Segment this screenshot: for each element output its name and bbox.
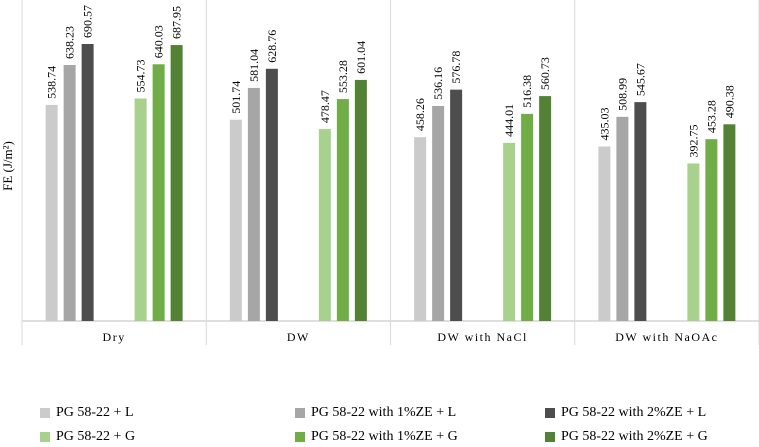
data-label: 687.95 xyxy=(170,6,184,39)
bar xyxy=(450,89,463,321)
bar xyxy=(723,124,736,321)
data-label: 553.28 xyxy=(336,60,350,93)
bar xyxy=(598,146,611,321)
bar xyxy=(45,104,58,321)
data-labels-layer: 538.74 638.23 690.57 554.73 640.03 687.95 501.… xyxy=(45,5,737,157)
data-label: 490.38 xyxy=(722,85,736,118)
data-label: 516.38 xyxy=(520,75,534,108)
x-tick-label: DW with NaOAc xyxy=(615,330,718,344)
bar xyxy=(229,119,242,321)
bar xyxy=(152,64,165,322)
bar xyxy=(634,102,647,322)
bar xyxy=(318,129,331,321)
bar xyxy=(247,87,260,321)
data-label: 554.73 xyxy=(134,59,148,92)
data-label: 392.75 xyxy=(686,124,700,157)
data-label: 576.78 xyxy=(449,51,463,84)
bar xyxy=(705,139,718,321)
bar xyxy=(336,99,349,321)
bar xyxy=(503,142,516,321)
data-label: 538.74 xyxy=(45,66,59,99)
data-label: 690.57 xyxy=(81,5,95,38)
bar xyxy=(687,163,700,321)
data-label: 458.26 xyxy=(413,98,427,131)
bar xyxy=(63,64,76,322)
data-label: 628.76 xyxy=(265,30,279,63)
data-label: 638.23 xyxy=(63,26,77,59)
y-axis-label: FE (J/m²) xyxy=(0,141,15,191)
bar xyxy=(539,96,552,322)
bar xyxy=(521,113,534,321)
bar xyxy=(81,44,94,321)
data-label: 545.67 xyxy=(633,63,647,96)
data-label: 501.74 xyxy=(229,81,243,114)
data-label: 453.28 xyxy=(704,100,718,133)
data-label: 560.73 xyxy=(538,57,552,90)
bar xyxy=(265,68,278,322)
data-label: 536.16 xyxy=(431,67,445,100)
data-label: 508.99 xyxy=(615,78,629,111)
data-label: 640.03 xyxy=(152,25,166,58)
data-label: 444.01 xyxy=(502,104,516,137)
bar xyxy=(414,137,427,321)
x-tick-label: Dry xyxy=(103,330,126,344)
plot-frame xyxy=(21,0,759,345)
bar xyxy=(354,79,367,322)
bar xyxy=(134,98,147,321)
x-tick-labels-layer: Dry DW DW with NaCl DW with NaOAc xyxy=(103,330,718,344)
bar xyxy=(170,45,183,321)
bars-layer xyxy=(45,44,736,322)
data-label: 435.03 xyxy=(597,108,611,141)
x-tick-label: DW xyxy=(287,330,310,344)
data-label: 581.04 xyxy=(247,49,261,82)
data-label: 478.47 xyxy=(318,90,332,123)
bar xyxy=(616,116,629,321)
data-label: 601.04 xyxy=(354,41,368,74)
bar xyxy=(432,105,445,321)
x-tick-label: DW with NaCl xyxy=(437,330,527,344)
